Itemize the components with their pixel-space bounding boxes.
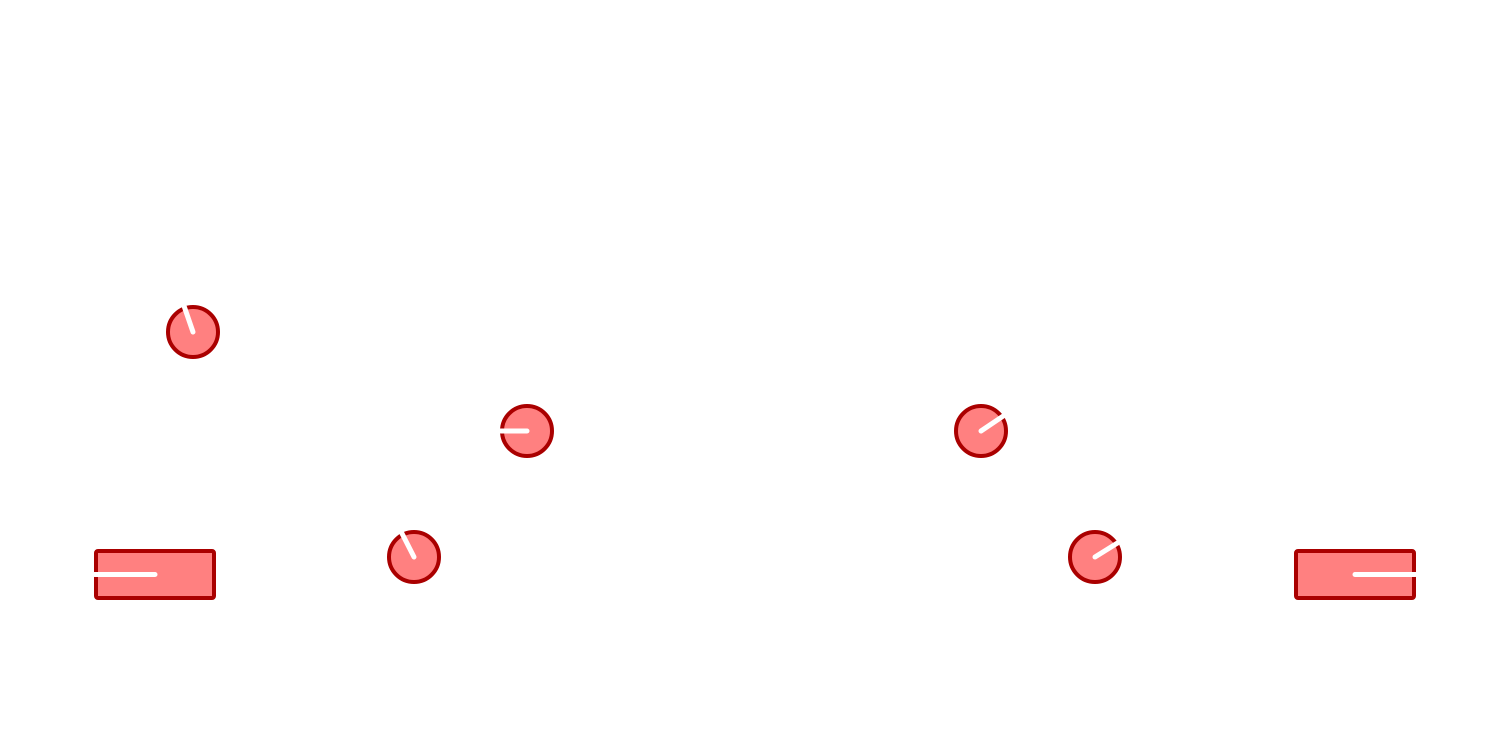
bodies-layer [92, 304, 1418, 600]
circle-body-1 [166, 304, 220, 359]
box-body-left [92, 549, 216, 600]
circle-body-4 [954, 404, 1008, 458]
box-body-right [1294, 549, 1418, 600]
circle-body-5-angle-indicator [1092, 540, 1120, 560]
circle-body-1-angle-indicator [181, 304, 196, 335]
circle-body-3 [387, 530, 441, 584]
circle-body-2 [498, 404, 554, 458]
circle-body-4-angle-indicator [978, 413, 1006, 434]
circle-body-3-angle-indicator [399, 530, 417, 560]
circle-body-5 [1068, 530, 1122, 584]
